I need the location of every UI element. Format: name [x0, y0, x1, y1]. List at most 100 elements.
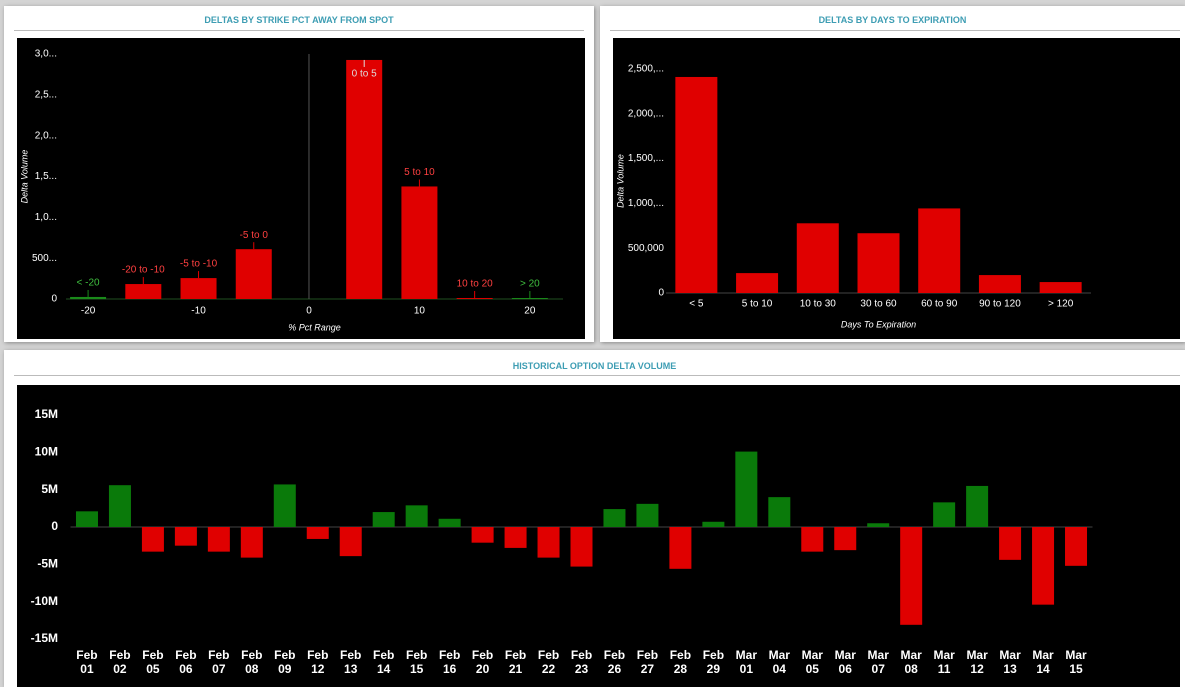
data-label: < -20 — [77, 278, 101, 289]
y-axis-label: Delta Volume — [615, 154, 625, 208]
bar — [235, 249, 272, 299]
x-tick-label: -10 — [191, 306, 206, 317]
bar — [736, 273, 779, 293]
x-tick-label: Feb 29 — [702, 648, 725, 676]
y-tick-label: 500,000 — [628, 243, 665, 254]
x-tick-label: Mar 13 — [999, 648, 1021, 676]
bar — [801, 527, 824, 552]
bar — [537, 527, 560, 558]
bar — [570, 527, 593, 567]
bar — [180, 278, 217, 299]
bar — [471, 527, 494, 543]
bar — [108, 485, 131, 527]
x-tick-label: Feb 26 — [603, 648, 626, 676]
x-tick-label: < 5 — [689, 299, 704, 310]
bar — [174, 527, 197, 546]
x-tick-label: Mar 14 — [1032, 648, 1054, 676]
bar — [438, 518, 461, 527]
bar — [1032, 527, 1055, 605]
x-tick-label: 10 — [414, 306, 426, 317]
y-tick-label: 500... — [32, 253, 57, 264]
bar — [504, 527, 527, 548]
x-tick-label: Mar 01 — [735, 648, 757, 676]
bar — [796, 223, 839, 293]
y-tick-label: 2,0... — [35, 130, 57, 141]
bar — [372, 512, 395, 527]
bar — [857, 233, 900, 293]
x-tick-label: Feb 02 — [109, 648, 131, 676]
x-tick-label: Feb 15 — [405, 648, 428, 676]
y-tick-label: 0 — [658, 288, 664, 299]
x-axis-label: % Pct Range — [288, 322, 341, 332]
data-label: > 20 — [520, 279, 540, 290]
bar — [900, 527, 923, 625]
x-tick-label: Feb 20 — [471, 648, 494, 676]
y-tick-label: 2,000,... — [628, 108, 664, 119]
x-tick-label: Feb 14 — [373, 648, 395, 676]
y-tick-label: 15M — [35, 407, 58, 421]
x-tick-label: Feb 27 — [636, 648, 659, 676]
x-tick-label: > 120 — [1048, 299, 1074, 310]
x-tick-label: Feb 07 — [208, 648, 230, 676]
x-tick-label: 90 to 120 — [979, 299, 1021, 310]
data-label: 5 to 10 — [404, 167, 435, 178]
panel: DELTAS BY STRIKE PCT AWAY FROM SPOT — [4, 6, 594, 342]
x-tick-label: Feb 21 — [504, 648, 527, 676]
data-label: 10 to 20 — [457, 279, 494, 290]
x-tick-label: Mar 04 — [768, 648, 790, 676]
bar — [207, 527, 230, 552]
y-tick-label: 2,5... — [35, 89, 57, 100]
x-tick-label: Mar 06 — [834, 648, 856, 676]
data-label: -20 to -10 — [122, 265, 165, 276]
bar — [273, 484, 296, 527]
plot-area — [17, 38, 585, 339]
x-tick-label: 0 — [306, 306, 312, 317]
x-tick-label: Feb 01 — [76, 648, 98, 676]
rule — [610, 30, 1180, 31]
bar — [768, 497, 791, 527]
y-tick-label: 1,5... — [35, 171, 57, 182]
data-label: -5 to -10 — [180, 259, 218, 270]
rule — [14, 375, 1180, 376]
y-tick-label: 0 — [51, 294, 57, 305]
y-tick-label: 1,000,... — [628, 198, 664, 209]
y-tick-label: 2,500,... — [628, 64, 664, 75]
bar — [999, 527, 1022, 560]
x-tick-label: Mar 05 — [801, 648, 823, 676]
bar — [125, 284, 162, 299]
rule — [14, 30, 584, 31]
bar — [735, 451, 758, 527]
bar — [867, 523, 890, 527]
x-tick-label: Feb 28 — [669, 648, 692, 676]
bar — [603, 509, 626, 527]
y-tick-label: 5M — [41, 482, 58, 496]
x-tick-label: Mar 07 — [867, 648, 889, 676]
x-tick-label: Feb 13 — [340, 648, 362, 676]
y-tick-label: 1,500,... — [628, 153, 664, 164]
bar — [675, 76, 718, 294]
x-tick-label: Mar 12 — [966, 648, 988, 676]
panel-title: DELTAS BY DAYS TO EXPIRATION — [818, 15, 967, 25]
x-tick-label: 30 to 60 — [860, 299, 897, 310]
x-tick-label: Feb 05 — [142, 648, 164, 676]
x-tick-label: Feb 08 — [241, 648, 263, 676]
x-tick-label: Feb 22 — [537, 648, 560, 676]
x-tick-label: 10 to 30 — [800, 299, 837, 310]
bar — [75, 511, 98, 527]
bar — [1039, 282, 1082, 293]
data-label: 0 to 5 — [352, 69, 377, 80]
y-tick-label: 10M — [35, 445, 58, 459]
bar — [636, 503, 659, 527]
panel-title: HISTORICAL OPTION DELTA VOLUME — [512, 361, 677, 371]
x-tick-label: 5 to 10 — [742, 299, 773, 310]
bar — [702, 521, 725, 527]
y-tick-label: 3,0... — [35, 49, 57, 60]
panel-title: DELTAS BY STRIKE PCT AWAY FROM SPOT — [204, 15, 394, 25]
x-tick-label: 60 to 90 — [921, 299, 958, 310]
x-tick-label: Feb 06 — [175, 648, 197, 676]
bar — [511, 298, 548, 299]
data-label: -5 to 0 — [240, 230, 269, 241]
y-tick-label: -15M — [31, 631, 58, 645]
